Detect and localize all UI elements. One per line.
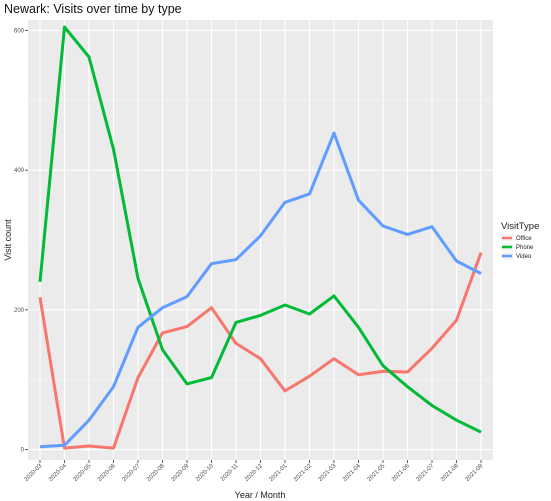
y-tick-label: 200 — [14, 308, 25, 314]
series-lines — [38, 25, 483, 450]
y-tick-label: 0 — [21, 448, 25, 454]
x-axis: 2020-03 2020-04 2020-05 2020-06 2020-07 2020-… — [24, 460, 485, 483]
x-tick-label: 2020-08 — [146, 463, 166, 483]
y-tick-label: 600 — [14, 28, 25, 34]
x-tick-label: 2020-10 — [195, 463, 215, 483]
legend-label-phone: Phone — [516, 245, 534, 251]
x-tick-label: 2021-09 — [465, 463, 485, 483]
x-tick-label: 2020-04 — [48, 463, 68, 483]
series-line-video — [39, 131, 482, 449]
x-tick-label: 2021-02 — [293, 463, 313, 483]
x-tick-label: 2020-05 — [73, 463, 93, 483]
y-axis-title: Visit count — [3, 219, 13, 261]
x-tick-label: 2021-03 — [318, 463, 338, 483]
series-line-office — [38, 252, 483, 450]
x-tick-label: 2021-04 — [342, 463, 362, 483]
x-tick-label: 2020-07 — [122, 463, 142, 483]
x-tick-label: 2021-07 — [416, 463, 436, 483]
legend-label-video: Video — [516, 254, 532, 260]
series-line-phone — [38, 25, 482, 434]
x-axis-title: Year / Month — [235, 490, 286, 500]
chart-title: Newark: Visits over time by type — [4, 2, 182, 16]
grid-major — [28, 20, 493, 460]
y-tick-label: 400 — [14, 168, 25, 174]
x-tick-label: 2021-08 — [440, 463, 460, 483]
x-tick-label: 2021-06 — [391, 463, 411, 483]
x-tick-label: 2021-05 — [367, 463, 387, 483]
x-tick-label: 2020-09 — [171, 463, 191, 483]
legend: VisitType Office Phone Video — [501, 221, 539, 260]
legend-title: VisitType — [501, 221, 539, 232]
x-tick-label: 2020-03 — [24, 463, 44, 483]
x-tick-label: 2020-06 — [97, 463, 117, 483]
x-tick-label: 2021-01 — [269, 463, 289, 483]
y-axis: 0 200 400 600 — [14, 28, 28, 454]
legend-label-office: Office — [516, 236, 532, 242]
x-tick-label: 2020-12 — [244, 463, 264, 483]
x-tick-label: 2020-11 — [220, 463, 240, 483]
